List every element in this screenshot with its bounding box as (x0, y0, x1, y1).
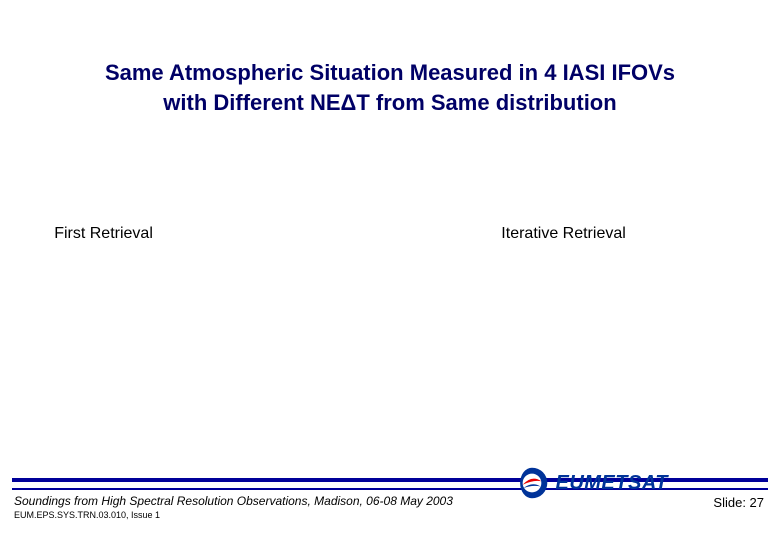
body-columns: First Retrieval Iterative Retrieval (0, 225, 780, 243)
title-line-1: Same Atmospheric Situation Measured in 4… (0, 58, 780, 88)
title-line-2: with Different NEΔT from Same distributi… (0, 88, 780, 118)
right-column-label: Iterative Retrieval (501, 225, 626, 243)
slide-title: Same Atmospheric Situation Measured in 4… (0, 58, 780, 117)
left-column-label: First Retrieval (54, 225, 153, 243)
footer-conference: Soundings from High Spectral Resolution … (14, 494, 453, 508)
footer-slide-number: Slide: 27 (713, 495, 764, 510)
eumetsat-logo-mark-icon (515, 466, 549, 500)
slide: Same Atmospheric Situation Measured in 4… (0, 0, 780, 540)
footer-left: Soundings from High Spectral Resolution … (14, 494, 453, 520)
eumetsat-logo-text: EUMETSAT (555, 472, 668, 495)
footer-docref: EUM.EPS.SYS.TRN.03.010, Issue 1 (14, 510, 453, 520)
eumetsat-logo: EUMETSAT (515, 466, 668, 500)
